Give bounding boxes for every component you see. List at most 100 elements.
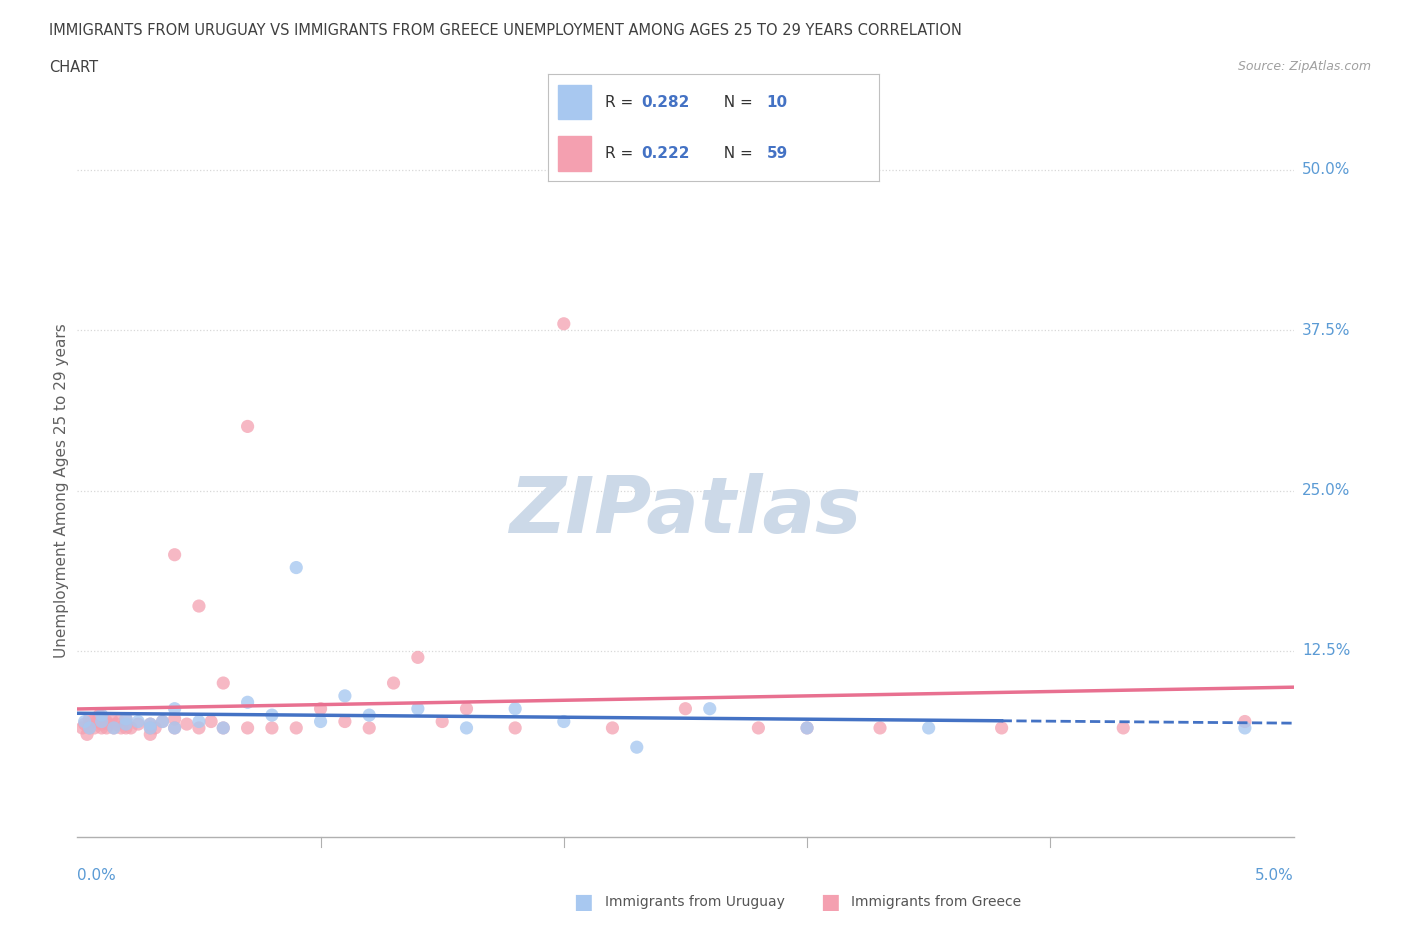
Point — [115, 717, 138, 732]
Point — [110, 721, 132, 736]
Point — [96, 714, 118, 729]
Point — [626, 739, 648, 754]
Point — [309, 701, 332, 716]
Text: 0.222: 0.222 — [641, 146, 689, 161]
Text: 5.0%: 5.0% — [1254, 868, 1294, 883]
Point — [1233, 721, 1256, 736]
Point — [309, 714, 332, 729]
Point — [120, 721, 142, 736]
Point — [1112, 721, 1135, 736]
Point — [990, 721, 1012, 736]
Point — [1233, 714, 1256, 729]
Point — [143, 721, 166, 736]
Point — [73, 714, 96, 729]
Point — [236, 695, 259, 710]
Text: 10: 10 — [766, 95, 787, 110]
Point — [79, 711, 101, 726]
Point — [747, 721, 769, 736]
Point — [260, 708, 283, 723]
Point — [188, 714, 211, 729]
Point — [115, 721, 138, 736]
Point — [152, 714, 174, 729]
Point — [76, 727, 98, 742]
Text: Immigrants from Uruguay: Immigrants from Uruguay — [605, 895, 785, 910]
Point — [115, 711, 138, 726]
Point — [382, 675, 405, 690]
Point — [188, 599, 211, 614]
Point — [152, 714, 174, 729]
Point — [73, 717, 96, 732]
Text: 12.5%: 12.5% — [1302, 644, 1350, 658]
Point — [163, 721, 186, 736]
Point — [139, 717, 162, 732]
Point — [406, 701, 429, 716]
Point — [80, 714, 103, 729]
Text: ZIPatlas: ZIPatlas — [509, 473, 862, 550]
Point — [236, 721, 259, 736]
Point — [97, 717, 120, 732]
Point — [918, 721, 941, 736]
Y-axis label: Unemployment Among Ages 25 to 29 years: Unemployment Among Ages 25 to 29 years — [53, 324, 69, 658]
Point — [86, 714, 108, 729]
Text: ■: ■ — [820, 892, 839, 912]
Point — [176, 717, 198, 732]
Point — [100, 711, 122, 726]
Point — [79, 721, 101, 736]
Text: IMMIGRANTS FROM URUGUAY VS IMMIGRANTS FROM GREECE UNEMPLOYMENT AMONG AGES 25 TO : IMMIGRANTS FROM URUGUAY VS IMMIGRANTS FR… — [49, 23, 962, 38]
Text: 59: 59 — [766, 146, 787, 161]
Point — [188, 721, 211, 736]
Point — [699, 701, 721, 716]
Point — [602, 721, 624, 736]
Point — [70, 721, 93, 736]
Text: 25.0%: 25.0% — [1302, 483, 1350, 498]
Point — [236, 419, 259, 434]
Text: R =: R = — [605, 146, 638, 161]
Point — [139, 721, 162, 736]
Point — [107, 714, 129, 729]
Point — [90, 717, 112, 732]
Point — [503, 721, 526, 736]
Text: 0.282: 0.282 — [641, 95, 689, 110]
Bar — [558, 85, 592, 119]
Point — [333, 714, 356, 729]
Point — [212, 721, 235, 736]
Point — [869, 721, 891, 736]
Point — [163, 711, 186, 726]
Text: Immigrants from Greece: Immigrants from Greece — [851, 895, 1021, 910]
Point — [675, 701, 697, 716]
Point — [139, 727, 162, 742]
Point — [127, 717, 149, 732]
Point — [285, 560, 308, 575]
Point — [163, 547, 186, 562]
Text: 37.5%: 37.5% — [1302, 323, 1350, 338]
Text: CHART: CHART — [49, 60, 98, 75]
Point — [79, 721, 101, 736]
Point — [430, 714, 453, 729]
Point — [456, 721, 478, 736]
Point — [90, 721, 112, 736]
Point — [200, 714, 222, 729]
Point — [139, 717, 162, 732]
Point — [96, 721, 118, 736]
Point — [359, 721, 381, 736]
Point — [796, 721, 818, 736]
Bar — [558, 137, 592, 171]
Point — [90, 714, 112, 729]
Point — [359, 708, 381, 723]
Point — [139, 721, 162, 736]
Point — [127, 714, 149, 729]
Point — [553, 714, 575, 729]
Point — [260, 721, 283, 736]
Point — [115, 717, 138, 732]
Point — [105, 717, 128, 732]
Point — [103, 721, 125, 736]
Text: Source: ZipAtlas.com: Source: ZipAtlas.com — [1237, 60, 1371, 73]
Point — [90, 708, 112, 723]
Point — [103, 721, 125, 736]
Text: R =: R = — [605, 95, 638, 110]
Point — [406, 650, 429, 665]
Point — [115, 711, 138, 726]
Point — [553, 316, 575, 331]
Point — [163, 701, 186, 716]
Point — [796, 721, 818, 736]
